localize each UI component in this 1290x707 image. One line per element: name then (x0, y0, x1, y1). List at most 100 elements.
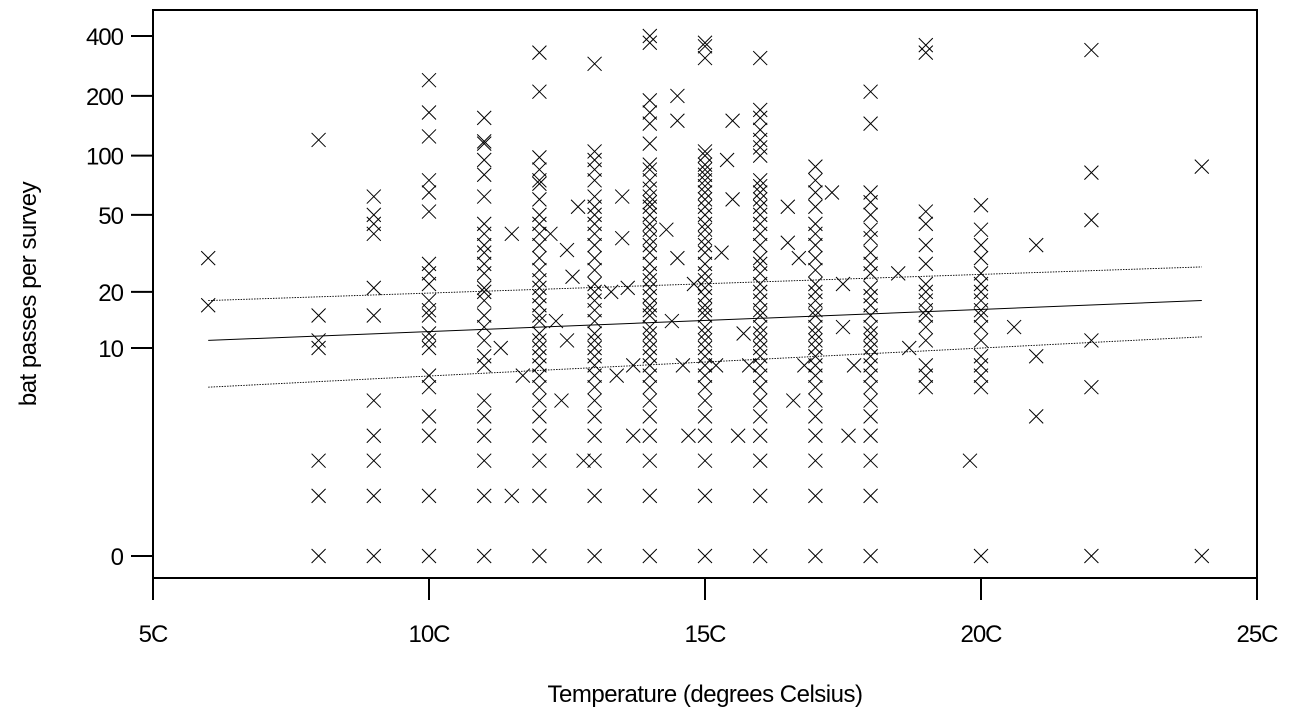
data-point (863, 453, 878, 469)
data-point (708, 358, 724, 373)
data-point (532, 379, 547, 395)
data-point (366, 453, 382, 469)
data-point (476, 245, 492, 261)
data-point (918, 319, 934, 335)
data-point (476, 488, 492, 504)
data-point (587, 162, 602, 177)
data-point (532, 297, 547, 313)
data-point (697, 265, 713, 281)
data-point (697, 50, 713, 66)
data-point (752, 237, 768, 253)
data-point (476, 428, 492, 444)
data-point (918, 333, 934, 348)
data-point (863, 379, 878, 395)
data-point (603, 284, 619, 300)
data-point (642, 358, 658, 373)
data-point (863, 488, 878, 504)
data-point (587, 302, 602, 318)
data-point (752, 102, 768, 118)
data-point (532, 340, 547, 356)
data-point (973, 197, 989, 213)
data-point (642, 230, 658, 246)
data-point (973, 319, 989, 335)
data-point (697, 428, 713, 444)
data-point (476, 409, 492, 424)
data-point (863, 230, 878, 246)
data-point (1084, 379, 1099, 395)
data-point (808, 308, 823, 323)
data-point (532, 488, 547, 504)
data-point (918, 256, 934, 272)
data-point (697, 230, 713, 246)
data-point (532, 226, 547, 242)
data-point (697, 333, 713, 348)
data-point (642, 302, 658, 318)
data-point (918, 368, 934, 383)
data-point (421, 72, 437, 88)
data-point (1028, 409, 1044, 424)
data-point (752, 148, 768, 163)
data-point (973, 237, 989, 253)
data-point (752, 428, 768, 444)
data-point (366, 280, 382, 296)
data-point (752, 250, 768, 266)
x-tick-label: 5C (139, 621, 168, 648)
data-point (741, 358, 757, 373)
data-point (863, 222, 878, 238)
data-point (587, 453, 602, 469)
data-point (515, 368, 531, 383)
data-point (532, 453, 547, 469)
data-point (808, 340, 823, 356)
data-point (421, 326, 437, 341)
data-point (752, 333, 768, 348)
data-point (918, 308, 934, 323)
data-point (808, 548, 823, 564)
data-point (808, 172, 823, 188)
data-point (532, 172, 547, 188)
data-point (532, 358, 547, 373)
data-point (476, 333, 492, 348)
data-point (476, 265, 492, 281)
data-point (697, 216, 713, 232)
data-point (476, 308, 492, 323)
data-point (532, 262, 547, 278)
data-point (614, 189, 630, 204)
data-point (1194, 159, 1210, 174)
data-point (697, 157, 713, 173)
data-point (863, 428, 878, 444)
data-point (587, 488, 602, 504)
data-point (808, 453, 823, 469)
data-point (421, 488, 437, 504)
data-point (736, 326, 751, 341)
data-point (697, 178, 713, 194)
y-tick-label: 20 (98, 280, 123, 307)
data-point (697, 272, 713, 288)
data-point (366, 189, 382, 204)
data-point (918, 204, 934, 219)
data-point (697, 488, 713, 504)
data-point (532, 313, 547, 329)
data-point (863, 368, 878, 383)
data-point (642, 199, 658, 215)
data-point (587, 548, 602, 564)
data-point (587, 207, 602, 223)
data-point (863, 333, 878, 348)
data-point (421, 302, 437, 318)
data-point (642, 333, 658, 348)
data-point (697, 245, 713, 261)
data-point (973, 548, 989, 564)
data-point (752, 358, 768, 373)
data-point (973, 379, 989, 395)
data-point (752, 172, 768, 188)
data-point (476, 237, 492, 253)
data-point (752, 199, 768, 215)
data-point (1084, 42, 1099, 58)
data-point (670, 88, 685, 104)
data-point (200, 250, 216, 266)
data-point (642, 35, 658, 51)
data-point (421, 105, 437, 120)
data-point (719, 152, 735, 168)
data-point (614, 230, 630, 246)
data-point (973, 284, 989, 300)
data-point (587, 409, 602, 424)
